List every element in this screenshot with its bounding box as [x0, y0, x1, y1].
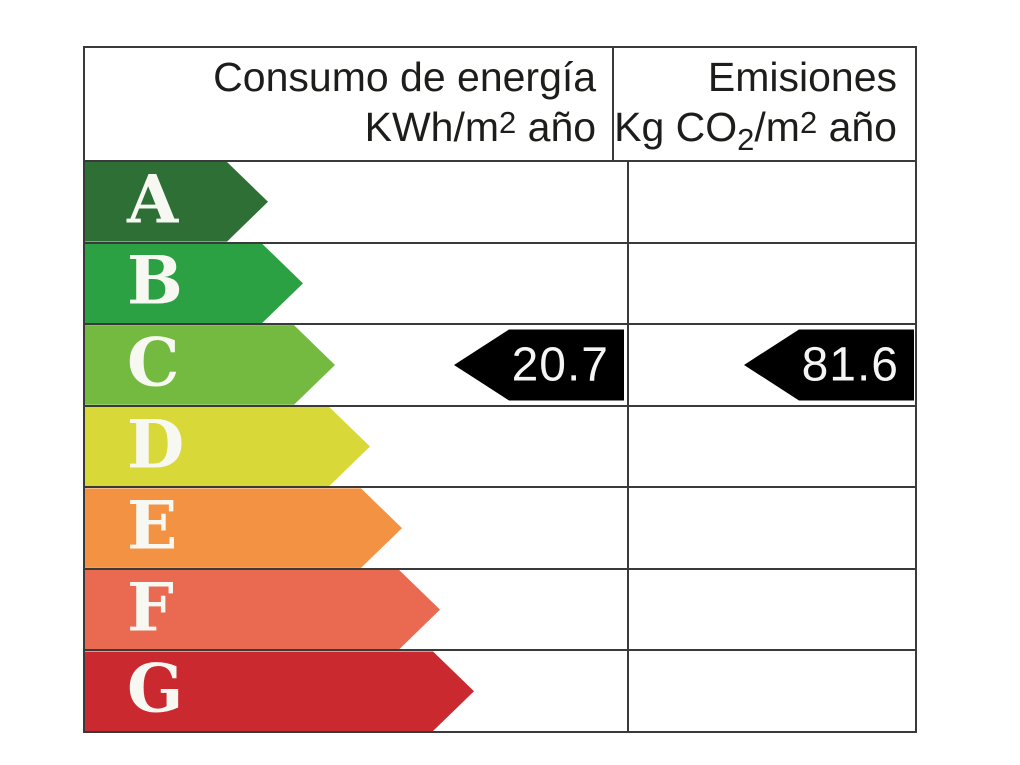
header-consumo-line1: Consumo de energía: [213, 54, 597, 100]
rating-arrow: A: [85, 162, 268, 242]
rating-letter: B: [127, 242, 183, 321]
header-unit-segment: /m: [754, 104, 800, 150]
emisiones-cell: [627, 406, 915, 487]
consumo-cell: F: [85, 570, 627, 650]
header-consumo-line2: KWh/m2 año: [365, 102, 596, 156]
rating-row: F: [85, 567, 915, 650]
header-unit-segment: 2: [799, 105, 818, 140]
header-unit-segment: KWh/m: [364, 104, 500, 150]
emisiones-cell: [627, 569, 915, 650]
rating-letter: C: [127, 323, 180, 402]
rating-letter: F: [127, 568, 174, 647]
emisiones-cell: [627, 243, 915, 324]
emisiones-cell: [627, 488, 915, 568]
header-unit-segment: año: [516, 104, 597, 150]
rating-arrow: G: [85, 651, 474, 731]
rating-letter: G: [127, 649, 184, 728]
rating-row: C 20.7 81.6: [85, 323, 915, 405]
emisiones-value-arrow: 81.6: [744, 329, 914, 401]
rating-arrow: F: [85, 570, 440, 650]
header-unit-segment: 2: [499, 105, 517, 140]
rating-row: E: [85, 486, 915, 568]
rating-arrow: C: [85, 325, 335, 405]
rating-row: D: [85, 404, 915, 487]
consumo-value-arrow: 20.7: [454, 329, 624, 401]
rating-row: B: [85, 241, 915, 324]
header-emisiones: Emisiones Kg CO2/m2 año: [612, 48, 915, 160]
emisiones-cell: [627, 162, 915, 242]
rating-row: A: [85, 162, 915, 242]
header-unit-segment: Kg CO: [614, 104, 738, 150]
consumo-cell: D: [85, 407, 627, 487]
consumo-cell: E: [85, 488, 627, 568]
rating-row: G: [85, 649, 915, 732]
consumo-cell: A: [85, 162, 627, 242]
rating-letter: D: [127, 405, 185, 484]
rating-letter: A: [127, 160, 179, 239]
consumo-value-label: 20.7: [511, 338, 609, 392]
header-unit-segment: 2: [737, 122, 755, 157]
emisiones-value-label: 81.6: [801, 338, 899, 392]
header-consumo: Consumo de energía KWh/m2 año: [85, 48, 612, 160]
rating-letter: E: [127, 486, 178, 565]
energy-rating-table: Consumo de energía KWh/m2 año Emisiones …: [83, 46, 917, 733]
emisiones-cell: 81.6: [627, 325, 915, 405]
rating-arrow: D: [85, 407, 370, 487]
table-header: Consumo de energía KWh/m2 año Emisiones …: [85, 48, 915, 162]
rating-arrow: B: [85, 244, 303, 324]
consumo-cell: C 20.7: [85, 325, 627, 405]
header-emisiones-line1: Emisiones: [707, 54, 897, 100]
consumo-cell: G: [85, 651, 627, 731]
header-unit-segment: año: [817, 104, 897, 150]
rating-arrow: E: [85, 488, 402, 568]
emisiones-cell: [627, 651, 915, 732]
consumo-cell: B: [85, 244, 627, 324]
rating-rows: A B C 20.7 81.6 D E: [85, 162, 915, 732]
header-emisiones-line2: Kg CO2/m2 año: [614, 102, 897, 157]
